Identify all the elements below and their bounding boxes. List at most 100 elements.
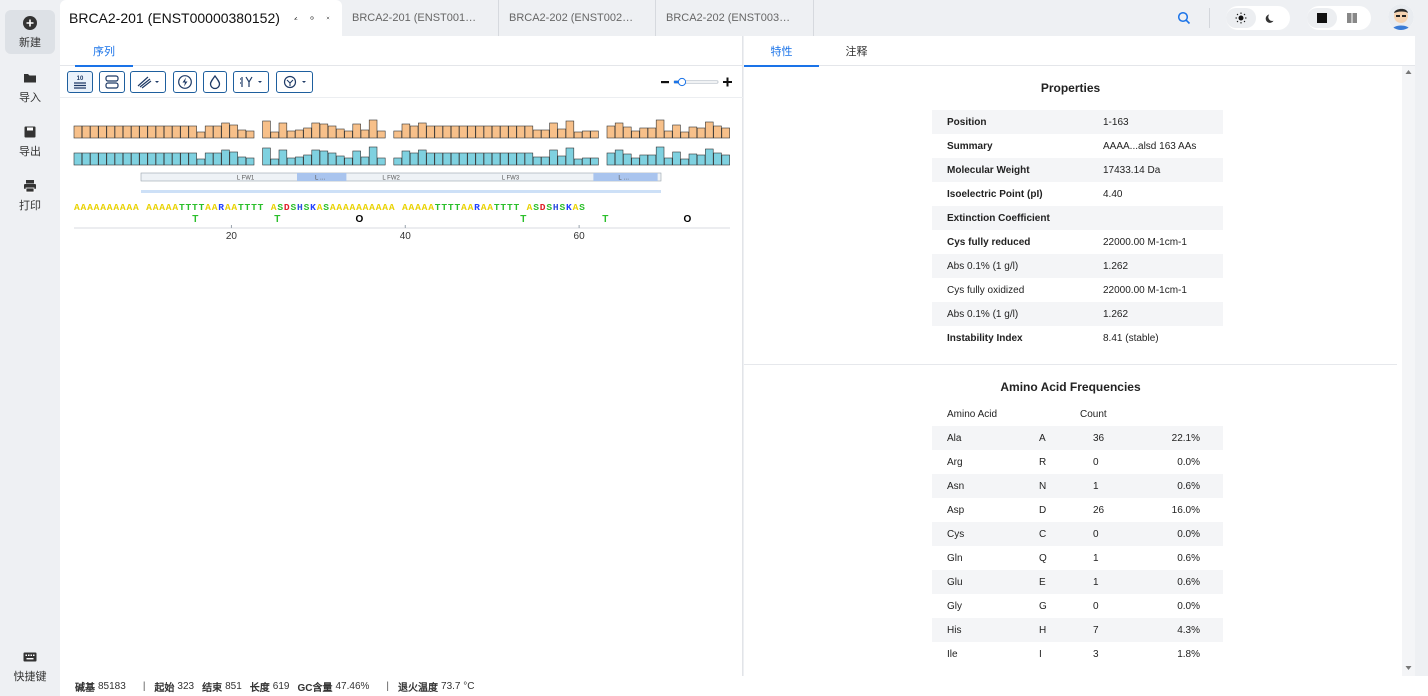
tab-annotations[interactable]: 注释 [819, 36, 894, 66]
property-key: Extinction Coefficient [932, 206, 1088, 230]
hydro-bar-cyan [549, 149, 558, 166]
secondary-letter: O [683, 214, 691, 225]
property-row: Summary AAAA...alsd 163 AAs [932, 134, 1223, 158]
length-value: 619 [272, 680, 290, 692]
hydro-bar-orange [713, 125, 722, 139]
hydro-bar-orange [114, 125, 124, 139]
import-button[interactable]: 导入 [5, 65, 55, 109]
hydro-bar-cyan [606, 152, 616, 166]
enzyme-dropdown[interactable] [130, 71, 166, 93]
close-icon[interactable] [326, 11, 330, 25]
filter-dropdown[interactable] [233, 71, 269, 93]
history-icon[interactable] [310, 11, 314, 25]
hydro-bar-orange [229, 124, 238, 139]
hydro-bar-orange [532, 129, 542, 139]
amino-code: E [1012, 570, 1080, 594]
freq-header-count: Count [1080, 408, 1107, 420]
property-row: Extinction Coefficient [932, 206, 1223, 230]
properties-scroll[interactable]: Properties Position 1-163 Summary AAAA...al… [744, 66, 1397, 676]
sequence-segment: S [533, 202, 540, 213]
hydrophobicity-button[interactable] [203, 71, 227, 93]
hydro-bar-orange [623, 126, 632, 139]
print-button[interactable]: 打印 [5, 173, 55, 217]
sequence-segment: A [317, 202, 324, 213]
hydro-bar-orange [245, 130, 255, 139]
track-label: L FW3 [502, 176, 520, 182]
glyco-dropdown[interactable] [276, 71, 313, 93]
hydro-bar-cyan [524, 152, 534, 166]
scissors-ruler-icon [137, 76, 159, 89]
hydro-bar-cyan [90, 152, 99, 166]
dark-theme-option[interactable] [1256, 8, 1286, 28]
hydro-bar-cyan [131, 152, 140, 166]
shortcuts-button[interactable]: 快捷键 [5, 644, 55, 688]
frequency-row: Arg R 0 0.0% [932, 450, 1223, 474]
tab-sequence[interactable]: 序列 [75, 36, 133, 67]
single-layout-option[interactable] [1307, 8, 1337, 28]
hydro-bar-orange [81, 125, 91, 139]
hydro-bar-cyan [245, 157, 255, 166]
hydro-bar-orange [98, 125, 107, 139]
sequence-segment: K [566, 202, 573, 213]
zoom-control[interactable] [661, 75, 733, 89]
light-theme-option[interactable] [1226, 8, 1256, 28]
hydro-bar-cyan [500, 152, 509, 166]
tab-properties[interactable]: 特性 [744, 36, 819, 67]
charge-button[interactable] [173, 71, 197, 93]
hydro-bar-orange [278, 122, 288, 139]
hydro-bar-orange [459, 125, 468, 139]
tab-brca2-201-2[interactable]: BRCA2-201 (ENST001… [343, 0, 499, 36]
properties-scrollbar[interactable] [1402, 66, 1415, 676]
search-icon[interactable] [1177, 11, 1191, 25]
hydro-bar-cyan [286, 157, 296, 166]
hydro-bar-cyan [327, 152, 337, 166]
hydrophobicity-bars-orange [73, 119, 730, 139]
amino-code: A [1012, 426, 1080, 450]
hydro-bar-orange [270, 131, 279, 139]
layout-toggle[interactable] [1307, 6, 1371, 30]
bases-value: 85183 [98, 680, 126, 692]
hydro-bar-cyan [516, 152, 525, 166]
theme-toggle[interactable] [1226, 6, 1290, 30]
property-key: Cys fully reduced [947, 236, 1031, 248]
sequence-segment: TTTT [494, 202, 527, 213]
hydro-bar-orange [500, 125, 509, 139]
hydro-bar-cyan [344, 157, 353, 166]
hydro-bar-cyan [696, 154, 706, 166]
moon-icon [1265, 14, 1274, 23]
amino-percent: 1.8% [1177, 648, 1200, 660]
hydro-bar-orange [295, 129, 304, 139]
hydro-bar-orange [327, 125, 337, 139]
tab-active[interactable]: BRCA2-201 (ENST00000380152) [60, 0, 342, 36]
wrap-button[interactable] [99, 71, 125, 93]
amino-name: His [932, 618, 1012, 642]
amino-percent: 0.0% [1155, 522, 1223, 546]
hydro-bar-orange [664, 130, 673, 139]
avatar[interactable] [1388, 4, 1414, 30]
hydro-bar-orange [426, 125, 435, 139]
new-label: 新建 [19, 36, 41, 49]
hydro-bar-cyan [98, 152, 107, 166]
hydro-bar-cyan [237, 156, 247, 166]
tab-active-title: BRCA2-201 (ENST00000380152) [69, 10, 280, 26]
sun-icon [1235, 12, 1247, 24]
tab-brca2-202[interactable]: BRCA2-202 (ENST002… [500, 0, 656, 36]
new-button[interactable]: 新建 [5, 10, 55, 54]
export-button[interactable]: 导出 [5, 119, 55, 163]
tab-brca2-202-2[interactable]: BRCA2-202 (ENST003… [657, 0, 814, 36]
sequence-segment: AA [205, 202, 218, 213]
sequence-viewer[interactable]: L FW1 L … L FW2 L FW3 L … AAAAAAAAAA AAAAATT… [60, 98, 743, 258]
ruler-ticks: 20 40 60 [226, 225, 585, 242]
edit-icon[interactable] [294, 11, 298, 25]
hydro-bar-cyan [204, 152, 214, 166]
hydro-bar-orange [721, 127, 730, 139]
split-layout-option[interactable] [1337, 8, 1367, 28]
hydro-bar-cyan [221, 149, 230, 166]
numbering-button[interactable]: 10 [67, 71, 93, 93]
hydro-bar-orange [90, 125, 99, 139]
hydro-bar-cyan [163, 152, 173, 166]
hydro-bar-orange [696, 127, 706, 139]
hydro-bar-cyan [229, 151, 238, 166]
branch-filter-icon [240, 76, 262, 87]
